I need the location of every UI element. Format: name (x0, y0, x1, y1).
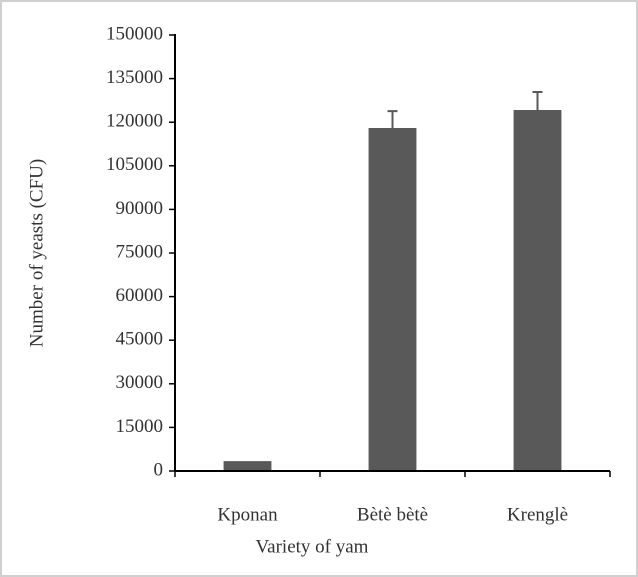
y-tick-label: 150000 (106, 23, 163, 44)
error-bar (532, 90, 543, 110)
y-tick-label: 0 (154, 459, 164, 480)
y-tick-label: 45000 (116, 329, 164, 350)
bar (223, 461, 272, 471)
x-axis-label: Variety of yam (256, 536, 369, 557)
y-tick-label: 60000 (116, 285, 164, 306)
x-tick-label: Kponan (217, 504, 278, 525)
bar (368, 128, 417, 471)
error-bar (387, 110, 398, 129)
x-tick-label: Krenglè (507, 504, 568, 525)
y-tick-label: 135000 (106, 67, 163, 88)
bar (513, 109, 562, 471)
y-tick-label: 30000 (116, 372, 164, 393)
y-tick-label: 120000 (106, 111, 163, 132)
y-axis-label: Number of yeasts (CFU) (26, 159, 47, 347)
y-tick-label: 90000 (116, 198, 164, 219)
x-tick-label: Bètè bètè (357, 504, 428, 525)
y-tick-label: 105000 (106, 154, 163, 175)
y-tick-label: 15000 (116, 416, 164, 437)
y-tick-label: 75000 (116, 241, 164, 262)
